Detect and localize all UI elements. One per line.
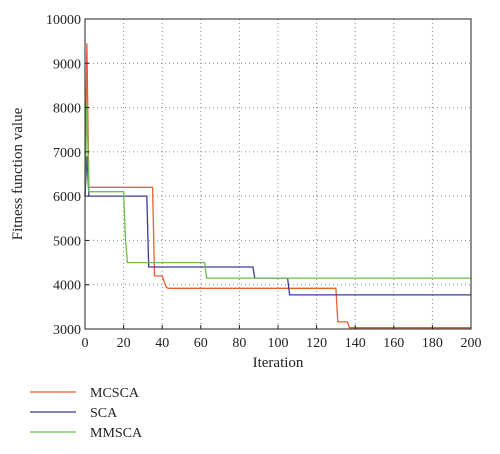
y-tick-label: 5000 [53, 234, 81, 249]
series-line-mmsca [84, 103, 471, 279]
series-line-sca [84, 156, 471, 296]
x-tick-label: 160 [383, 336, 404, 351]
y-tick-label: 8000 [53, 102, 81, 117]
x-tick-label: 100 [268, 336, 289, 351]
x-tick-label: 200 [461, 336, 482, 351]
y-tick-label: 3000 [53, 323, 81, 338]
x-axis-title: Iteration [253, 355, 304, 371]
x-tick-label: 120 [306, 336, 327, 351]
legend-label-mcsca: MCSCA [90, 386, 140, 401]
y-tick-label: 6000 [53, 190, 81, 205]
x-tick-label: 80 [232, 336, 246, 351]
y-tick-label: 7000 [53, 146, 81, 161]
x-tick-label: 20 [117, 336, 131, 351]
legend: MCSCA SCA MMSCA [30, 386, 143, 441]
y-axis-title: Fitness function value [10, 107, 26, 240]
grid-lines [85, 19, 471, 329]
legend-label-sca: SCA [90, 406, 118, 421]
x-tick-label: 40 [155, 336, 169, 351]
axis-ticks: 0 20 40 60 80 100 120 140 160 180 200 3000 4000 5000 6… [46, 13, 482, 351]
y-tick-label: 10000 [46, 13, 81, 28]
y-tick-label: 9000 [53, 57, 81, 72]
x-tick-label: 0 [82, 336, 89, 351]
series-lines [84, 43, 471, 329]
y-tick-label: 4000 [53, 279, 81, 294]
legend-label-mmsca: MMSCA [90, 426, 143, 441]
x-tick-label: 180 [422, 336, 443, 351]
x-tick-label: 140 [345, 336, 366, 351]
plot-frame [84, 18, 472, 330]
x-tick-label: 60 [194, 336, 208, 351]
